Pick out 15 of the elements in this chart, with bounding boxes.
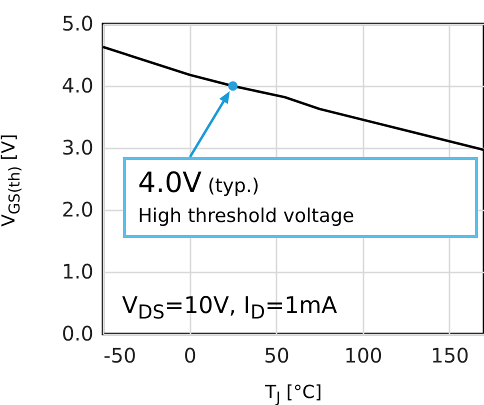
annotation: High threshold voltage [138, 204, 356, 228]
x-tick-label: 0 [184, 344, 196, 368]
y-tick-label: 3.0 [62, 136, 94, 160]
annotation: V$_{DS}$=10V, I$_{D}$=1mA [122, 292, 338, 326]
callout-box: 4.0V (typ.) High threshold voltage [123, 157, 478, 238]
annotation: 4.0V (typ.) [138, 166, 260, 199]
x-tick-label: 100 [344, 344, 382, 368]
x-tick-label: 150 [430, 344, 469, 368]
y-tick-label: 2.0 [62, 198, 94, 222]
x-tick-label: 50 [264, 344, 290, 368]
x-tick-label: -50 [104, 344, 136, 368]
y-tick-label: 1.0 [62, 260, 94, 284]
y-tick-label: 5.0 [62, 12, 94, 36]
y-tick-label: 4.0 [62, 74, 94, 98]
y-tick-label: 0.0 [62, 322, 94, 346]
